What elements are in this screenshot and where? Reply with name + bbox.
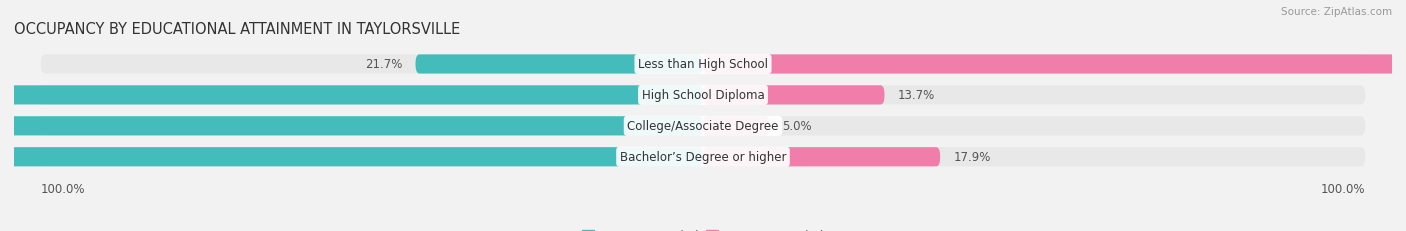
FancyBboxPatch shape bbox=[0, 148, 703, 167]
FancyBboxPatch shape bbox=[0, 86, 703, 105]
FancyBboxPatch shape bbox=[703, 86, 884, 105]
FancyBboxPatch shape bbox=[703, 117, 769, 136]
Text: 13.7%: 13.7% bbox=[898, 89, 935, 102]
Text: Source: ZipAtlas.com: Source: ZipAtlas.com bbox=[1281, 7, 1392, 17]
FancyBboxPatch shape bbox=[703, 148, 941, 167]
FancyBboxPatch shape bbox=[41, 55, 1365, 74]
FancyBboxPatch shape bbox=[0, 117, 703, 136]
Text: Bachelor’s Degree or higher: Bachelor’s Degree or higher bbox=[620, 151, 786, 164]
FancyBboxPatch shape bbox=[41, 148, 1365, 167]
Legend: Owner-occupied, Renter-occupied: Owner-occupied, Renter-occupied bbox=[578, 224, 828, 231]
Text: 21.7%: 21.7% bbox=[366, 58, 402, 71]
FancyBboxPatch shape bbox=[416, 55, 703, 74]
Text: High School Diploma: High School Diploma bbox=[641, 89, 765, 102]
Text: 5.0%: 5.0% bbox=[783, 120, 813, 133]
Text: Less than High School: Less than High School bbox=[638, 58, 768, 71]
Text: OCCUPANCY BY EDUCATIONAL ATTAINMENT IN TAYLORSVILLE: OCCUPANCY BY EDUCATIONAL ATTAINMENT IN T… bbox=[14, 22, 460, 37]
Text: 17.9%: 17.9% bbox=[953, 151, 991, 164]
Text: College/Associate Degree: College/Associate Degree bbox=[627, 120, 779, 133]
FancyBboxPatch shape bbox=[703, 55, 1406, 74]
FancyBboxPatch shape bbox=[41, 117, 1365, 136]
Text: 100.0%: 100.0% bbox=[1322, 182, 1365, 195]
FancyBboxPatch shape bbox=[41, 86, 1365, 105]
Text: 100.0%: 100.0% bbox=[41, 182, 84, 195]
